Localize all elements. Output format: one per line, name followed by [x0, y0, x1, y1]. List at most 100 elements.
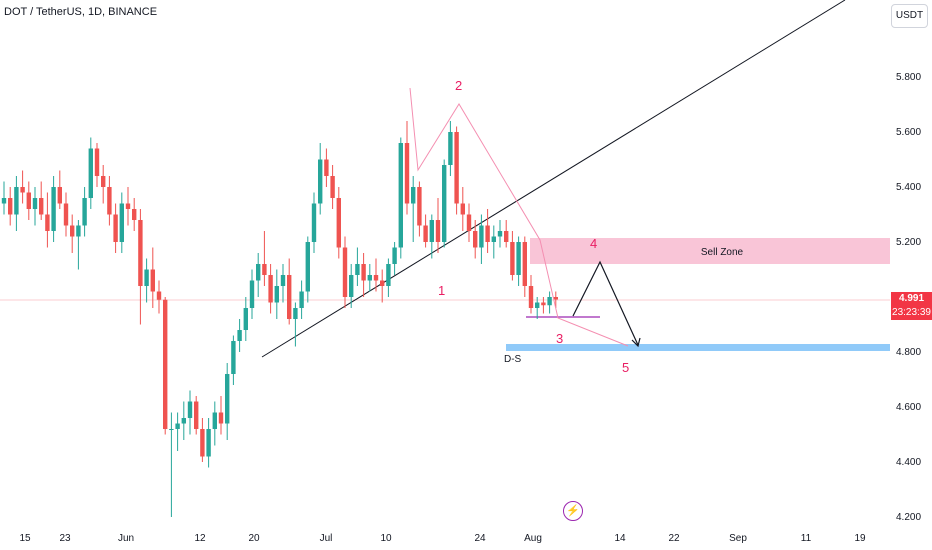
- projection-path[interactable]: [572, 260, 639, 346]
- candle-body: [119, 203, 124, 242]
- candle-body: [101, 176, 106, 187]
- candle-body: [144, 269, 149, 286]
- candle-body: [125, 203, 131, 209]
- sell-zone-box[interactable]: [530, 238, 890, 264]
- last-price-tag: 4.991: [891, 292, 932, 306]
- price-tick-label: 4.600: [896, 402, 921, 413]
- candle-body: [504, 231, 509, 242]
- candle-body: [187, 401, 193, 418]
- chart-title: DOT / TetherUS, 1D, BINANCE: [4, 6, 158, 18]
- time-tick-label: 24: [474, 533, 486, 544]
- lightning-icon[interactable]: ⚡: [563, 501, 583, 521]
- time-tick-label: 10: [380, 533, 392, 544]
- candle-body: [510, 242, 515, 275]
- candle-body: [8, 198, 13, 215]
- candle-body: [26, 192, 31, 209]
- candle-body: [231, 341, 236, 374]
- candle-body: [361, 264, 366, 281]
- candle-body: [342, 247, 348, 297]
- candle-body: [367, 275, 372, 281]
- wave-label-5: 5: [622, 360, 629, 375]
- candle-body: [373, 275, 379, 281]
- candle-body: [82, 198, 87, 226]
- candle-body: [150, 269, 155, 292]
- candle-body: [473, 231, 478, 248]
- wave-label-2: 2: [455, 78, 462, 93]
- time-tick-label: Aug: [524, 533, 542, 544]
- currency-button[interactable]: USDT: [891, 4, 928, 28]
- candle-body: [349, 275, 354, 297]
- candle-body: [398, 143, 403, 248]
- candle-body: [156, 291, 162, 300]
- candle-body: [212, 412, 217, 429]
- candle-body: [194, 401, 199, 429]
- candle-body: [51, 187, 56, 231]
- candle-body: [411, 187, 416, 204]
- candle-body: [169, 429, 174, 430]
- wave-path[interactable]: [409, 87, 629, 347]
- trend-line[interactable]: [261, 0, 846, 358]
- candle-body: [380, 280, 385, 286]
- time-scale[interactable]: 15 23 Jun 12 20 Jul 10 24 Aug 14 22 Sep 11 19: [19, 533, 866, 544]
- candle-body: [225, 374, 230, 424]
- candle-body: [497, 231, 503, 237]
- candle-body: [355, 264, 360, 275]
- candle-body: [274, 286, 279, 303]
- candle-body: [336, 198, 341, 248]
- candle-body: [163, 299, 168, 429]
- candle-body: [429, 220, 434, 242]
- candle-body: [460, 203, 465, 215]
- candle-body: [175, 423, 180, 429]
- candle-body: [76, 225, 81, 237]
- sell-zone-label: Sell Zone: [701, 247, 744, 258]
- wave-label-4: 4: [590, 236, 597, 251]
- candle-body: [466, 214, 472, 231]
- time-tick-label: Jul: [320, 533, 333, 544]
- candle-body: [1, 198, 7, 204]
- candle-body: [491, 236, 496, 242]
- candle-body: [299, 291, 304, 308]
- time-tick-label: 11: [801, 533, 812, 544]
- candle-body: [547, 297, 552, 306]
- wave-label-3: 3: [556, 331, 563, 346]
- candle-body: [392, 247, 397, 264]
- candles: [1, 121, 558, 517]
- time-tick-label: Jun: [118, 533, 134, 544]
- price-tick-label: 4.800: [896, 347, 921, 358]
- price-tick-label: 5.400: [896, 182, 921, 193]
- candle-body: [200, 429, 205, 457]
- arrow-head-icon: [631, 337, 641, 348]
- demand-zone-box[interactable]: [506, 344, 890, 351]
- candle-body: [63, 203, 69, 226]
- candle-body: [39, 198, 44, 215]
- candle-body: [256, 264, 261, 281]
- candle-body: [516, 242, 521, 275]
- candle-body: [386, 264, 391, 286]
- candle-body: [218, 412, 224, 424]
- price-scale-bg[interactable]: [890, 0, 932, 550]
- time-tick-label: 20: [248, 533, 260, 544]
- candle-body: [404, 143, 410, 204]
- candle-body: [324, 159, 329, 176]
- candle-body: [553, 297, 558, 300]
- candle-body: [70, 225, 75, 237]
- candle-body: [20, 187, 25, 193]
- price-tick-label: 5.800: [896, 72, 921, 83]
- candle-body: [485, 225, 490, 242]
- candle-body: [293, 308, 298, 319]
- candle-body: [435, 220, 441, 242]
- candle-body: [522, 242, 527, 286]
- candle-body: [330, 176, 335, 198]
- candle-body: [88, 148, 93, 198]
- candle-body: [448, 132, 453, 165]
- candle-body: [94, 148, 100, 176]
- candle-body: [237, 330, 242, 341]
- candle-body: [442, 165, 447, 242]
- candle-body: [417, 187, 422, 226]
- price-tick-label: 4.400: [896, 457, 921, 468]
- candle-body: [32, 198, 38, 209]
- candle-body: [45, 214, 50, 231]
- candle-body: [14, 187, 19, 215]
- time-tick-label: 14: [614, 533, 626, 544]
